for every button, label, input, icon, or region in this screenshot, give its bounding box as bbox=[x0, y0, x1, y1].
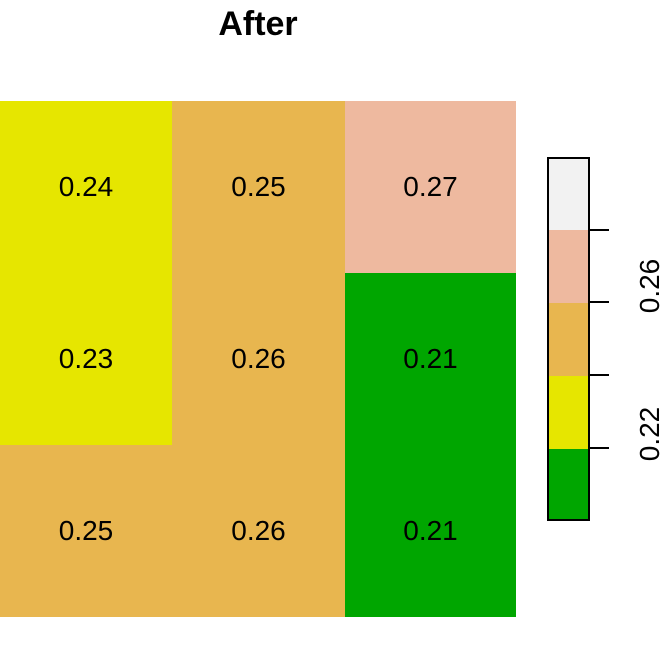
legend-tick bbox=[590, 374, 609, 376]
heatmap-cell: 0.26 bbox=[172, 273, 345, 445]
heatmap-cell: 0.27 bbox=[345, 101, 516, 273]
legend-tick bbox=[590, 447, 609, 449]
legend-band bbox=[549, 303, 588, 376]
heatmap-cell: 0.23 bbox=[0, 273, 172, 445]
heatmap-cell: 0.25 bbox=[172, 101, 345, 273]
heatmap-cell: 0.24 bbox=[0, 101, 172, 273]
legend-tick-label: 0.22 bbox=[634, 406, 665, 462]
heatmap-plot: 0.24 0.25 0.27 0.23 0.26 0.21 0.25 0.26 … bbox=[0, 101, 516, 617]
color-legend-bar bbox=[547, 157, 590, 521]
heatmap-cell: 0.21 bbox=[345, 445, 516, 617]
heatmap-cell: 0.26 bbox=[172, 445, 345, 617]
heatmap-cell: 0.21 bbox=[345, 273, 516, 445]
legend-band bbox=[549, 159, 588, 232]
heatmap-cell: 0.25 bbox=[0, 445, 172, 617]
legend-tick bbox=[590, 301, 609, 303]
legend-band bbox=[549, 230, 588, 303]
legend-tick-label: 0.26 bbox=[634, 258, 665, 314]
legend-band bbox=[549, 449, 588, 519]
chart-title: After bbox=[218, 5, 298, 43]
legend-tick bbox=[590, 229, 609, 231]
legend-band bbox=[549, 376, 588, 449]
